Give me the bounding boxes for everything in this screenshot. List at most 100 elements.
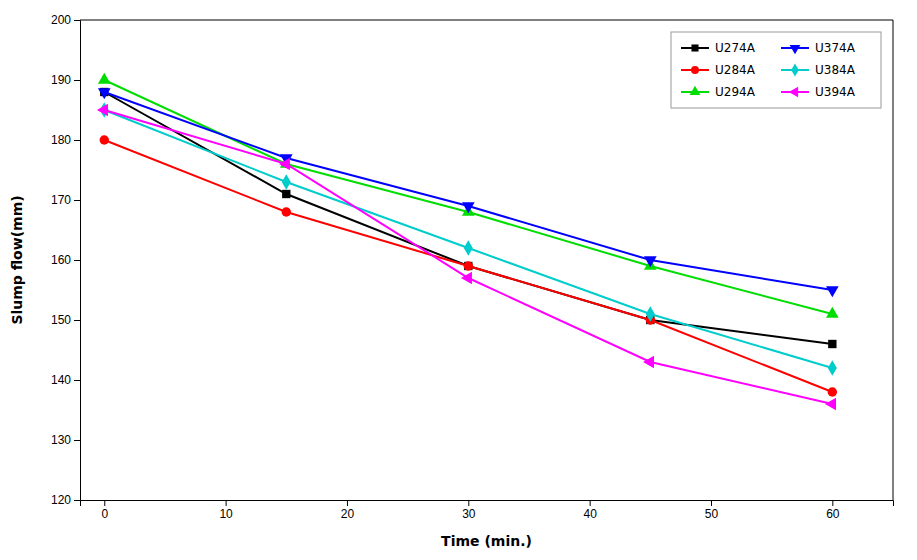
- chart: 0 10 20 30 40 50 60 120 130 140 150 160 170 180 190 200…: [0, 0, 917, 560]
- line: [104, 110, 832, 368]
- legend-label: U374A: [815, 41, 856, 55]
- tick-mark: [74, 260, 80, 261]
- point: [643, 356, 654, 369]
- point: [828, 340, 836, 348]
- tick-mark: [74, 500, 80, 501]
- point: [98, 88, 111, 99]
- point: [461, 272, 472, 285]
- legend: U274A U284A U294A U374A U384A U394A: [671, 32, 881, 108]
- point: [646, 306, 655, 322]
- series: [100, 135, 837, 396]
- tick-mark: [74, 80, 80, 81]
- legend-item: U294A: [681, 85, 756, 99]
- tick-label: 160: [51, 253, 71, 267]
- tick: 50: [705, 500, 719, 521]
- point: [464, 240, 473, 256]
- tick-label: 200: [51, 13, 71, 27]
- tick-mark: [74, 200, 80, 201]
- tick: 140: [51, 373, 80, 387]
- point: [825, 398, 836, 411]
- tick: 170: [51, 193, 80, 207]
- point: [464, 262, 472, 270]
- line: [104, 92, 832, 290]
- tick: 40: [583, 500, 597, 521]
- tick: 190: [51, 73, 80, 87]
- point: [464, 261, 473, 270]
- tick-label: 10: [219, 507, 233, 521]
- legend-item: U384A: [781, 63, 856, 77]
- series: [98, 73, 839, 318]
- point: [828, 360, 837, 376]
- tick: 60: [826, 500, 840, 521]
- legend-box: [671, 32, 881, 108]
- tick-label: 120: [51, 493, 71, 507]
- series: [100, 102, 837, 376]
- tick-label: 60: [826, 507, 840, 521]
- tick: 130: [51, 433, 80, 447]
- y-axis: 120 130 140 150 160 170 180 190 200: [51, 13, 81, 507]
- tick: 10: [219, 500, 233, 521]
- legend-item: U284A: [681, 63, 756, 77]
- point: [828, 387, 837, 396]
- legend-item: U274A: [681, 41, 756, 55]
- legend-marker: [691, 44, 698, 51]
- tick: 150: [51, 313, 80, 327]
- tick-mark: [74, 440, 80, 441]
- tick-mark: [74, 320, 80, 321]
- legend-item: U374A: [781, 41, 856, 55]
- series: [100, 88, 836, 348]
- point: [462, 202, 475, 213]
- point: [282, 174, 291, 190]
- line: [104, 110, 832, 404]
- tick-label: 150: [51, 313, 71, 327]
- tick: 200: [51, 13, 80, 27]
- point: [100, 135, 109, 144]
- point: [97, 104, 108, 117]
- legend-marker: [789, 87, 798, 98]
- axis-line: [81, 501, 894, 507]
- tick-mark: [74, 140, 80, 141]
- frame-line: [893, 20, 894, 500]
- tick-label: 140: [51, 373, 71, 387]
- tick-mark: [832, 500, 833, 506]
- legend-label: U384A: [815, 63, 856, 77]
- tick-mark: [104, 500, 105, 506]
- legend-label: U284A: [715, 63, 756, 77]
- tick: 180: [51, 133, 80, 147]
- tick: 160: [51, 253, 80, 267]
- tick-label: 130: [51, 433, 71, 447]
- x-axis-title: Time (min.): [441, 533, 532, 549]
- legend-marker: [790, 45, 801, 54]
- tick-mark: [74, 20, 80, 21]
- legend-marker: [791, 63, 799, 76]
- legend-marker: [690, 86, 701, 95]
- tick-label: 30: [462, 507, 476, 521]
- tick-mark: [74, 380, 80, 381]
- tick: 0: [101, 500, 108, 521]
- axis-line: [74, 21, 81, 501]
- legend-label: U274A: [715, 41, 756, 55]
- tick-label: 40: [583, 507, 597, 521]
- legend-marker: [691, 66, 699, 74]
- tick-label: 0: [101, 507, 108, 521]
- line: [104, 140, 832, 392]
- legend-label: U294A: [715, 85, 756, 99]
- x-axis: 0 10 20 30 40 50 60: [81, 500, 894, 521]
- tick-label: 20: [341, 507, 355, 521]
- point: [826, 307, 839, 318]
- y-axis-title: Slump flow(mm): [9, 195, 25, 324]
- tick-label: 190: [51, 73, 71, 87]
- line: [104, 80, 832, 314]
- legend-item: U394A: [781, 85, 856, 99]
- tick: 30: [462, 500, 476, 521]
- tick-mark: [711, 500, 712, 506]
- legend-label: U394A: [815, 85, 856, 99]
- point: [282, 190, 290, 198]
- tick-mark: [347, 500, 348, 506]
- tick-label: 170: [51, 193, 71, 207]
- frame-line: [80, 20, 893, 21]
- point: [279, 158, 290, 171]
- point: [282, 207, 291, 216]
- series: [97, 104, 836, 411]
- tick-label: 180: [51, 133, 71, 147]
